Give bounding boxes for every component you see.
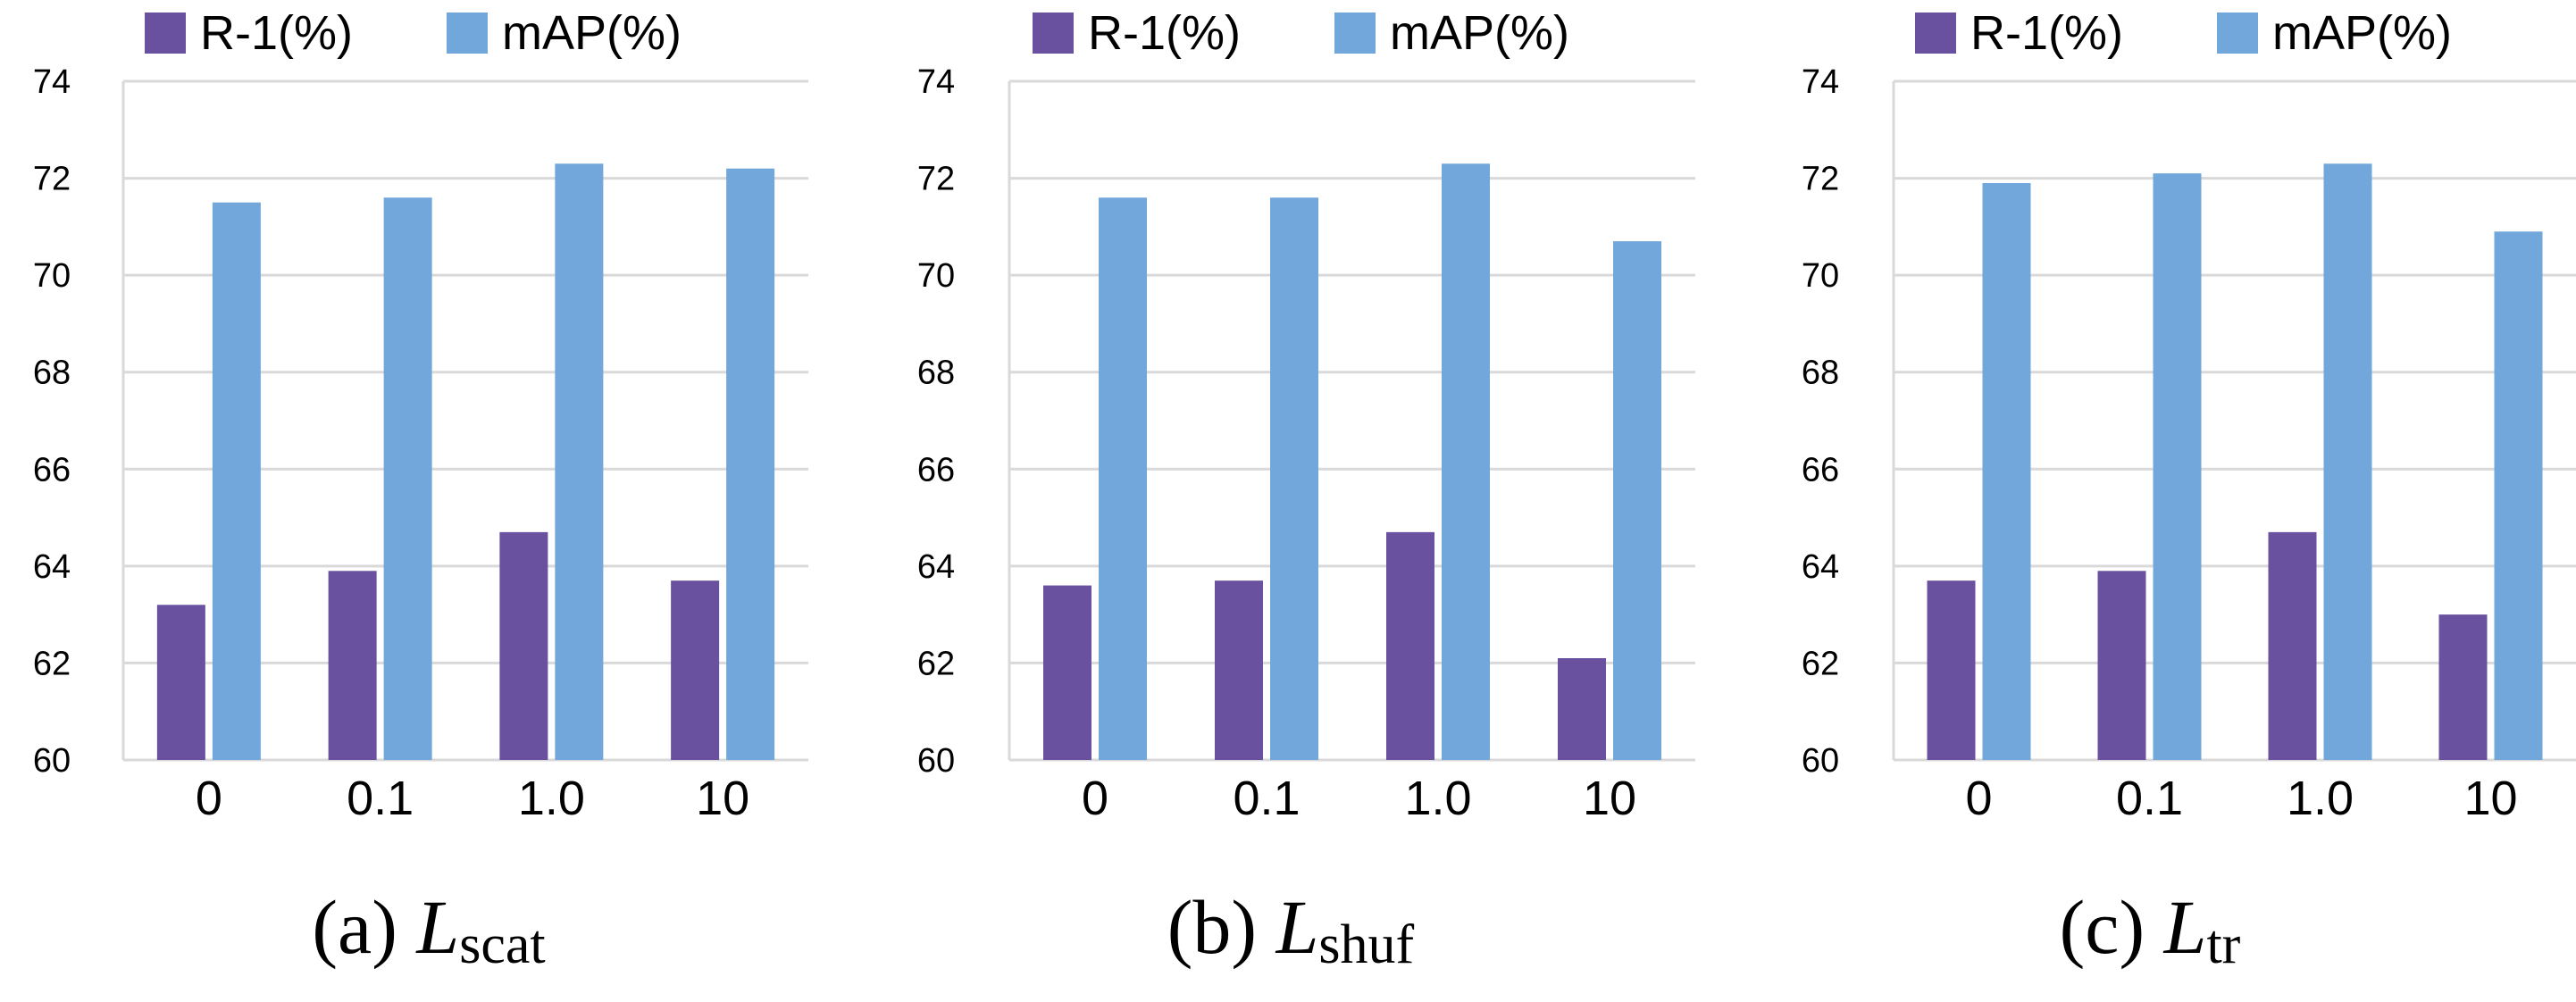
legend-swatch-r1 xyxy=(1915,13,1956,54)
legend-label-map: mAP(%) xyxy=(502,6,682,60)
y-tick-label: 62 xyxy=(917,645,955,682)
bar-map xyxy=(1270,197,1318,761)
legend-swatch-r1 xyxy=(1033,13,1074,54)
legend-swatch-map xyxy=(447,13,488,54)
y-tick-label: 60 xyxy=(917,742,955,780)
caption-c-subscript: tr xyxy=(2206,914,2241,976)
y-tick-label: 60 xyxy=(33,742,71,780)
y-tick-label: 60 xyxy=(1802,742,1839,780)
x-tick-label: 0.1 xyxy=(1233,772,1300,825)
caption-a-prefix: (a) xyxy=(312,884,417,970)
y-tick-label: 68 xyxy=(33,355,71,392)
y-tick-label: 62 xyxy=(1802,645,1839,682)
y-tick-label: 64 xyxy=(1802,548,1839,586)
x-tick-label: 1.0 xyxy=(1404,772,1471,825)
y-tick-label: 64 xyxy=(33,548,71,586)
y-tick-label: 64 xyxy=(917,548,955,586)
bar-r1 xyxy=(499,531,548,760)
legend-swatch-map xyxy=(2217,13,2258,54)
y-tick-label: 66 xyxy=(1802,451,1839,488)
caption-a-subscript: scat xyxy=(459,914,546,976)
y-tick-label: 74 xyxy=(33,63,71,101)
legend-label-r1: R-1(%) xyxy=(1970,6,2123,60)
x-tick-label: 0 xyxy=(1965,772,1992,825)
caption-a: (a) Lscat xyxy=(0,864,857,989)
bar-map xyxy=(555,163,604,761)
y-tick-label: 70 xyxy=(917,257,955,295)
x-tick-label: 0 xyxy=(1082,772,1108,825)
legend-label-r1: R-1(%) xyxy=(1088,6,1241,60)
x-tick-label: 1.0 xyxy=(518,772,585,825)
y-tick-label: 68 xyxy=(917,355,955,392)
legend-swatch-r1 xyxy=(145,13,186,54)
caption-a-symbol: L xyxy=(416,884,460,970)
bar-map xyxy=(212,202,261,760)
bar-r1 xyxy=(1215,580,1263,760)
bar-map xyxy=(2323,163,2372,761)
bar-map xyxy=(1442,163,1490,761)
y-tick-label: 68 xyxy=(1802,355,1839,392)
bar-map xyxy=(1613,241,1661,761)
y-tick-label: 72 xyxy=(33,161,71,198)
bar-r1 xyxy=(2268,531,2317,760)
y-tick-label: 70 xyxy=(33,257,71,295)
x-tick-label: 10 xyxy=(1583,772,1636,825)
caption-b: (b) Lshuf xyxy=(857,864,1724,989)
bar-r1 xyxy=(671,580,720,760)
caption-b-subscript: shuf xyxy=(1318,914,1415,976)
bar-map xyxy=(1982,183,2031,760)
x-tick-label: 10 xyxy=(696,772,749,825)
bar-r1 xyxy=(328,571,377,760)
y-tick-label: 62 xyxy=(33,645,71,682)
x-tick-label: 1.0 xyxy=(2287,772,2354,825)
legend-label-map: mAP(%) xyxy=(2272,6,2452,60)
y-tick-label: 66 xyxy=(33,451,71,488)
y-tick-label: 74 xyxy=(917,63,955,101)
x-tick-label: 0 xyxy=(196,772,222,825)
bar-r1 xyxy=(1927,580,1976,760)
legend-swatch-map xyxy=(1334,13,1376,54)
legend-label-map: mAP(%) xyxy=(1390,6,1569,60)
y-tick-label: 72 xyxy=(1802,161,1839,198)
bar-map xyxy=(726,168,775,760)
bar-r1 xyxy=(1558,658,1606,760)
y-tick-label: 72 xyxy=(917,161,955,198)
caption-b-symbol: L xyxy=(1275,884,1319,970)
legend-label-r1: R-1(%) xyxy=(200,6,353,60)
bar-map xyxy=(2153,173,2202,761)
bar-r1 xyxy=(1043,585,1091,760)
caption-b-prefix: (b) xyxy=(1167,884,1276,970)
x-tick-label: 10 xyxy=(2463,772,2517,825)
y-tick-label: 66 xyxy=(917,451,955,488)
bar-r1 xyxy=(2097,571,2146,760)
bar-r1 xyxy=(1386,531,1434,760)
bar-r1 xyxy=(156,605,205,760)
y-tick-label: 74 xyxy=(1802,63,1839,101)
x-tick-label: 0.1 xyxy=(347,772,414,825)
x-tick-label: 0.1 xyxy=(2116,772,2183,825)
bar-map xyxy=(383,197,432,761)
caption-c-prefix: (c) xyxy=(2059,884,2164,970)
y-tick-label: 70 xyxy=(1802,257,1839,295)
bar-r1 xyxy=(2438,614,2488,760)
caption-c: (c) Ltr xyxy=(1724,864,2576,989)
bar-map xyxy=(2494,231,2543,760)
bar-map xyxy=(1099,197,1147,761)
caption-c-symbol: L xyxy=(2163,884,2207,970)
